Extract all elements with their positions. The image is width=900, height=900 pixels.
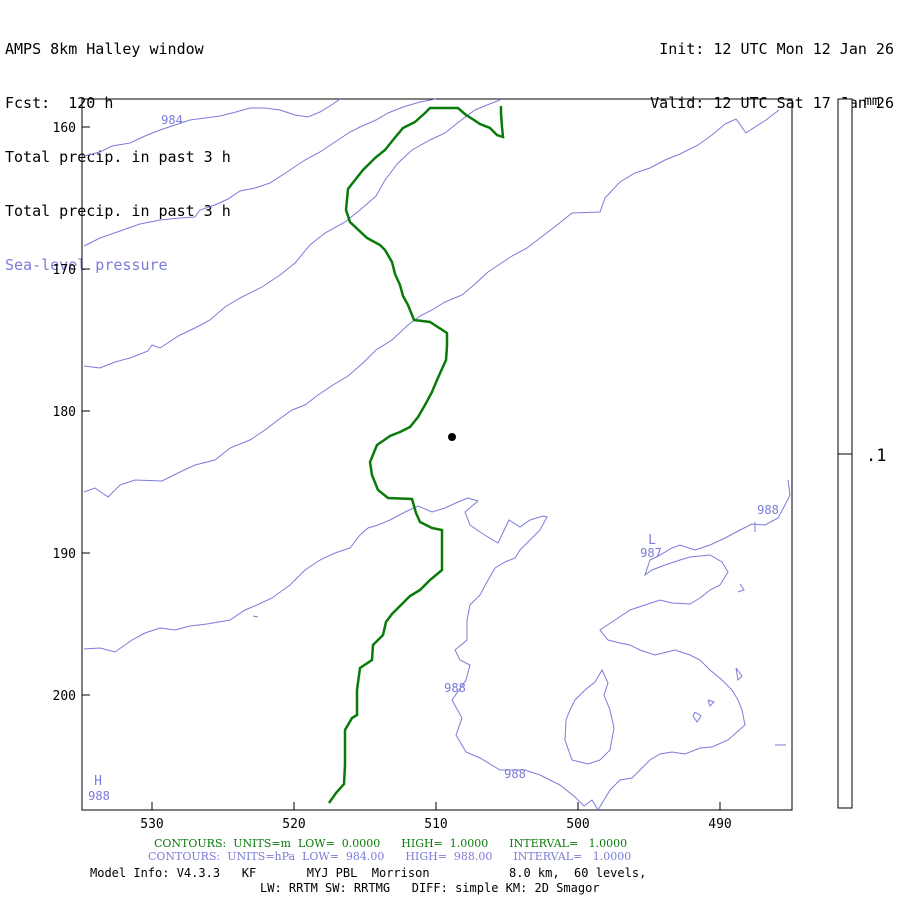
field-label-slp: Sea-level pressure (5, 256, 168, 274)
x-tick-label: 530 (140, 817, 163, 832)
isobar-986 (83, 99, 501, 369)
isobar-987 (83, 109, 780, 498)
field-label-2: Total precip. in past 3 h (5, 202, 231, 220)
green-contour-interval: INTERVAL= 1.0000 (509, 837, 628, 850)
model-info-physics: LW: RRTM SW: RRTMG DIFF: simple KM: 2D S… (260, 881, 600, 895)
x-tick-label: 510 (424, 817, 447, 832)
map-frame (81, 98, 793, 811)
contour-label-988: 988 (88, 789, 110, 803)
low-pressure-marker: L (648, 533, 656, 548)
contour-label-988: 988 (757, 503, 779, 517)
x-tick-label: 520 (282, 817, 305, 832)
pressure-contour-info: CONTOURS: UNITS=hPa LOW= 984.00 (148, 850, 385, 863)
y-tick-label: 180 (53, 405, 76, 420)
isobar-988-mark5 (707, 699, 715, 707)
x-axis (151, 802, 721, 810)
header-left: AMPS 8km Halley window Fcst: 120 h Total… (5, 4, 231, 292)
x-tick-label: 500 (566, 817, 589, 832)
field-label-1: Total precip. in past 3 h (5, 148, 231, 166)
y-axis (82, 126, 90, 696)
isobar-988-mark2 (737, 583, 745, 593)
station-marker (448, 433, 456, 441)
contour-label-988: 988 (444, 681, 466, 695)
pressure-contour-interval: INTERVAL= 1.0000 (513, 850, 632, 863)
green-contour-high: HIGH= 1.0000 (401, 837, 489, 850)
footer-green-contours: CONTOURS: UNITS=m LOW= 0.0000 HIGH= 1.00… (154, 837, 900, 850)
isobar-985 (83, 98, 437, 247)
pressure-contours (83, 98, 791, 811)
contour-label-987: 987 (640, 546, 662, 560)
colorbar-label: .1 (866, 446, 887, 466)
y-tick-label: 170 (53, 263, 76, 278)
isobar-988-low (597, 479, 791, 811)
colorbar-unit: mm (864, 94, 880, 109)
contour-label-988: 988 (504, 767, 526, 781)
isobar-988-mark3 (735, 667, 743, 682)
x-tick-label: 490 (708, 817, 731, 832)
y-tick-label: 200 (53, 689, 76, 704)
y-tick-label: 160 (53, 121, 76, 136)
y-tick-label: 190 (53, 547, 76, 562)
contour-label-984: 984 (161, 113, 183, 127)
isobar-988-island (564, 668, 615, 765)
model-info: Model Info: V4.3.3 KF MYJ PBL Morrison 8… (90, 866, 647, 880)
model-title: AMPS 8km Halley window (5, 40, 204, 58)
isobar-984 (83, 98, 341, 157)
high-pressure-marker: H (94, 774, 102, 789)
green-contour-info: CONTOURS: UNITS=m LOW= 0.0000 (154, 837, 381, 850)
init-time: Init: 12 UTC Mon 12 Jan 26 (659, 40, 894, 58)
isobar-988-mark7 (252, 615, 259, 618)
isobar-988-mark4 (692, 711, 702, 723)
footer-pressure-contours: CONTOURS: UNITS=hPa LOW= 984.00 HIGH= 98… (148, 850, 900, 863)
pressure-contour-high: HIGH= 988.00 (405, 850, 493, 863)
isobar-987b (83, 497, 599, 811)
green-contour-line (327, 106, 505, 804)
